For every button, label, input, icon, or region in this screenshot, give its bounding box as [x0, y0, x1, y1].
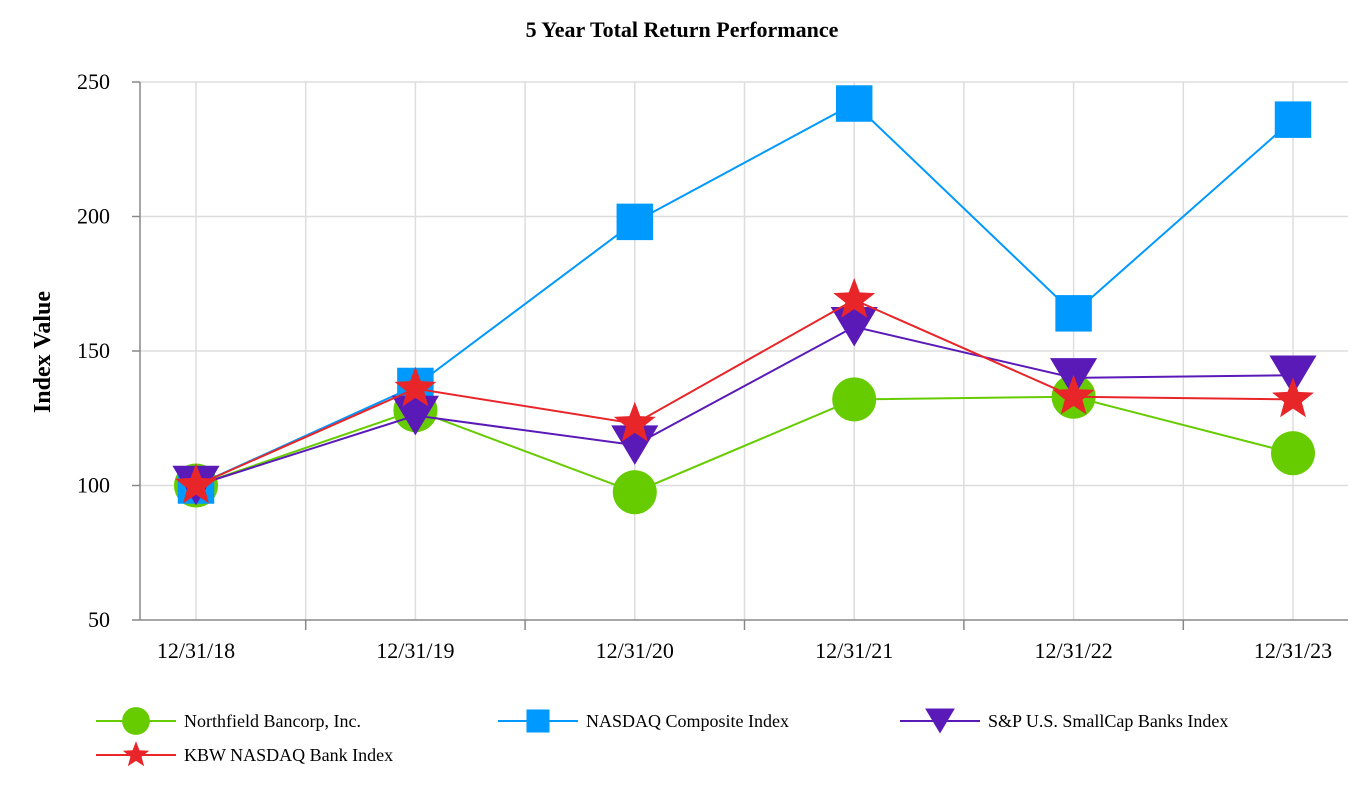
legend-entry: Northfield Bancorp, Inc. — [96, 707, 361, 735]
y-tick-label: 100 — [77, 473, 110, 498]
chart-title: 5 Year Total Return Performance — [526, 17, 839, 42]
data-point — [1270, 431, 1316, 476]
legend-entry: KBW NASDAQ Bank Index — [96, 741, 393, 767]
data-point — [1274, 101, 1312, 138]
data-point — [1269, 355, 1317, 395]
series-3 — [175, 277, 1314, 504]
data-point — [830, 307, 878, 347]
legend-label: Northfield Bancorp, Inc. — [184, 711, 361, 731]
y-axis-ticks: 50 100 150 200 250 — [77, 69, 110, 632]
data-point — [1055, 295, 1092, 332]
series-line — [195, 395, 1294, 494]
x-tick-label: 12/31/23 — [1254, 638, 1332, 663]
series-line — [195, 298, 1294, 487]
x-tick-label: 12/31/19 — [376, 638, 454, 663]
y-axis-label: Index Value — [30, 291, 56, 413]
data-point — [616, 203, 654, 241]
legend-entry: S&P U.S. SmallCap Banks Index — [900, 708, 1228, 734]
data-point — [832, 377, 877, 422]
data-point — [835, 85, 873, 122]
legend-label: S&P U.S. SmallCap Banks Index — [988, 711, 1228, 731]
y-tick-label: 250 — [77, 69, 110, 94]
legend-marker — [925, 708, 955, 734]
y-tick-label: 150 — [77, 338, 110, 363]
data-point — [833, 277, 876, 318]
x-tick-label: 12/31/20 — [596, 638, 674, 663]
x-axis-ticks: 12/31/18 12/31/19 12/31/20 12/31/21 12/31/22… — [157, 638, 1332, 663]
data-point — [1052, 374, 1095, 415]
legend-marker — [526, 709, 550, 733]
grid — [140, 81, 1348, 620]
y-tick-label: 50 — [88, 607, 110, 632]
data-point — [612, 470, 657, 515]
legend: Northfield Bancorp, Inc. NASDAQ Composite… — [96, 707, 1228, 767]
data-point — [175, 463, 217, 504]
x-tick-label: 12/31/21 — [815, 638, 893, 663]
legend-marker — [122, 741, 150, 767]
series-line — [195, 102, 1294, 487]
legend-label: KBW NASDAQ Bank Index — [184, 745, 393, 765]
data-point — [611, 425, 659, 465]
data-point — [1272, 377, 1314, 418]
legend-entry: NASDAQ Composite Index — [498, 709, 789, 733]
series-line — [195, 325, 1294, 487]
y-tick-label: 200 — [77, 204, 110, 229]
data-point — [613, 401, 656, 442]
x-tick-label: 12/31/22 — [1034, 638, 1112, 663]
x-tick-label: 12/31/18 — [157, 638, 235, 663]
legend-label: NASDAQ Composite Index — [586, 711, 789, 731]
series-group — [172, 85, 1317, 515]
data-point — [394, 366, 437, 407]
legend-marker — [122, 707, 150, 735]
axes — [132, 81, 1348, 630]
